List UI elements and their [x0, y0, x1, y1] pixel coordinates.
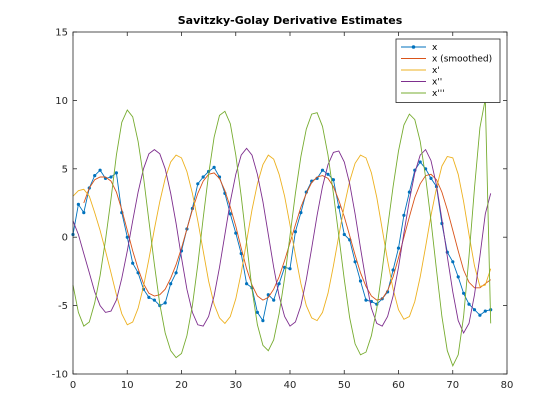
series-line-4	[72, 98, 492, 367]
series-1	[83, 172, 491, 301]
data-point	[255, 310, 259, 314]
data-point	[364, 298, 368, 302]
legend-label: x'	[432, 66, 440, 76]
data-point	[147, 295, 151, 299]
data-point	[212, 165, 216, 169]
legend-label: x (smoothed)	[432, 55, 492, 65]
data-point	[391, 268, 395, 272]
data-point	[331, 178, 335, 182]
legend-label: x''	[432, 78, 442, 88]
data-point	[342, 232, 346, 237]
series-line-1	[83, 172, 491, 301]
data-point	[283, 265, 287, 269]
x-tick-label: 60	[392, 380, 405, 391]
data-point	[272, 298, 276, 302]
data-point	[131, 261, 135, 265]
x-tick-label: 70	[446, 380, 459, 391]
data-point	[82, 211, 86, 215]
data-point	[483, 309, 487, 313]
data-point	[163, 301, 167, 305]
data-point	[402, 213, 406, 217]
axes-layer: 0 10 20 30 40 50 60 70 80 -10 -5 0 5 10 15	[52, 28, 514, 392]
data-point	[299, 211, 303, 215]
data-point	[76, 202, 80, 206]
legend-item-4: x'''	[401, 89, 445, 99]
x-tick-label: 30	[229, 380, 242, 391]
data-point	[293, 230, 297, 234]
legend-marker	[411, 45, 416, 49]
data-point	[152, 298, 156, 302]
data-point	[456, 275, 460, 279]
x-tick-label: 0	[70, 380, 76, 391]
data-point	[234, 231, 238, 235]
data-point	[467, 302, 471, 306]
legend: x x (smoothed)x' x''x'''	[395, 38, 501, 103]
data-point	[277, 282, 281, 286]
y-tick-label: 10	[55, 96, 68, 107]
legend-label: x'''	[432, 89, 445, 99]
chart-title: Savitzky-Golay Derivative Estimates	[178, 14, 403, 27]
legend-box	[395, 38, 501, 103]
data-point	[396, 246, 401, 250]
data-point	[358, 279, 363, 283]
legend-label: x	[432, 43, 438, 53]
data-point	[418, 160, 422, 164]
data-point	[472, 308, 477, 312]
data-point	[228, 212, 232, 216]
data-point	[320, 168, 325, 172]
data-point	[109, 175, 113, 179]
data-point	[353, 260, 357, 264]
series-layer	[71, 98, 493, 367]
data-point	[478, 313, 482, 317]
x-tick-label: 20	[175, 380, 188, 391]
series-2	[72, 154, 492, 326]
y-tick-label: 15	[55, 28, 68, 39]
data-point	[196, 182, 200, 186]
data-point	[174, 271, 178, 275]
legend-item-3: x''	[401, 78, 442, 88]
data-point	[98, 168, 102, 172]
x-tick-label: 10	[121, 380, 134, 391]
data-point	[169, 282, 173, 286]
y-tick-label: -5	[58, 301, 68, 312]
y-tick-label: -10	[52, 370, 68, 381]
data-point	[429, 176, 433, 180]
x-tick-label: 40	[284, 380, 297, 391]
data-point	[326, 172, 330, 176]
y-tick-label: 5	[62, 164, 68, 175]
data-point	[288, 267, 292, 271]
data-point	[451, 260, 455, 264]
legend-item-1: x (smoothed)	[401, 55, 492, 65]
data-point	[114, 171, 118, 175]
series-line-2	[72, 154, 492, 326]
data-point	[125, 235, 129, 239]
data-point	[245, 282, 249, 286]
y-tick-label: 0	[62, 233, 68, 244]
legend-item-2: x'	[401, 66, 440, 76]
data-point	[93, 174, 97, 178]
data-point	[201, 175, 205, 179]
data-point	[462, 291, 466, 295]
x-tick-label: 80	[501, 380, 514, 391]
legend-item-0: x	[401, 43, 438, 53]
data-point	[337, 205, 341, 209]
data-point	[261, 319, 265, 323]
series-4	[72, 98, 492, 367]
data-point	[407, 190, 411, 194]
x-tick-label: 50	[338, 380, 351, 391]
